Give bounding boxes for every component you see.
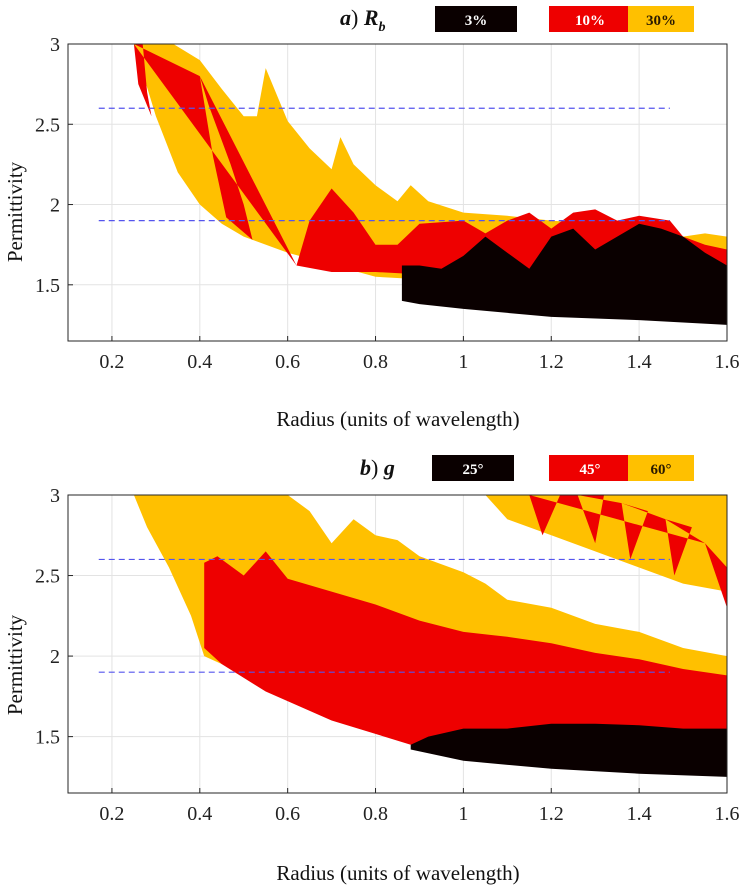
x-tick-label-b: 1.4 — [627, 803, 652, 825]
legend-label-a-2: 30% — [646, 13, 676, 29]
y-tick-label-a: 3 — [50, 34, 60, 56]
legend-swatch-b-1 — [549, 455, 631, 481]
y-tick-label-a: 2.5 — [35, 114, 60, 136]
x-tick-label-b: 0.8 — [363, 803, 388, 825]
legend-b: 25° 45° 60° — [432, 455, 694, 481]
legend-swatch-a-0 — [435, 6, 517, 32]
legend-swatch-a-1 — [549, 6, 631, 32]
plot-frame-a — [67, 43, 728, 342]
panel-b: 0.2 0.4 0.6 0.8 1 1.2 1.4 1.6 1.5 2 2.5 3 b) g 25° 4… — [3, 455, 740, 885]
x-tick-label-a: 0.4 — [187, 351, 212, 373]
panel-a: 0.2 0.4 0.6 0.8 1 1.2 1.4 1.6 1.5 2 2.5 3 a) Rb 3% 1… — [3, 5, 740, 431]
x-axis-label-a: Radius (units of wavelength) — [276, 407, 519, 431]
x-tick-label-a: 0.6 — [275, 351, 300, 373]
x-tick-label-a: 1.4 — [627, 351, 652, 373]
y-axis-label-a: Permittivity — [3, 161, 27, 262]
regions-b — [133, 495, 727, 777]
regions-a — [133, 44, 727, 325]
panel-b-title: b) g — [360, 455, 395, 480]
x-tick-label-b: 1.6 — [715, 803, 740, 825]
x-tick-label-b: 0.6 — [275, 803, 300, 825]
region-b-2 — [204, 551, 727, 745]
region-a-2 — [401, 223, 727, 325]
region-b-4 — [410, 723, 727, 777]
plot-frame-b — [67, 494, 728, 794]
y-tick-label-b: 1.5 — [35, 727, 60, 749]
x-tick-label-a: 0.2 — [99, 351, 124, 373]
x-tick-label-a: 0.8 — [363, 351, 388, 373]
legend-swatch-b-0 — [432, 455, 514, 481]
x-tick-label-b: 0.4 — [187, 803, 212, 825]
legend-label-b-2: 60° — [651, 462, 672, 478]
legend-label-a-1: 10% — [575, 13, 605, 29]
legend-label-b-1: 45° — [580, 462, 601, 478]
x-tick-label-b: 1.2 — [539, 803, 564, 825]
x-tick-label-b: 0.2 — [99, 803, 124, 825]
x-tick-label-a: 1 — [458, 351, 468, 373]
x-axis-label-b: Radius (units of wavelength) — [276, 861, 519, 885]
x-tick-label-b: 1 — [458, 803, 468, 825]
x-tick-label-a: 1.2 — [539, 351, 564, 373]
plot-area-b: 0.2 0.4 0.6 0.8 1 1.2 1.4 1.6 1.5 2 2.5 3 — [35, 485, 740, 825]
region-b-3 — [529, 495, 727, 608]
legend-label-b-0: 25° — [463, 462, 484, 478]
y-axis-label-b: Permittivity — [3, 614, 27, 715]
y-tick-label-a: 1.5 — [35, 275, 60, 297]
x-tick-label-a: 1.6 — [715, 351, 740, 373]
plot-area-a: 0.2 0.4 0.6 0.8 1 1.2 1.4 1.6 1.5 2 2.5 3 — [35, 34, 740, 373]
y-tick-label-b: 2 — [50, 646, 60, 668]
panel-a-title: a) Rb — [340, 5, 386, 35]
y-tick-label-b: 3 — [50, 485, 60, 507]
legend-swatch-a-2 — [628, 6, 694, 32]
y-tick-label-b: 2.5 — [35, 566, 60, 588]
region-a-1 — [133, 44, 727, 285]
legend-label-a-0: 3% — [465, 13, 488, 29]
legend-a: 3% 10% 30% — [435, 6, 694, 32]
legend-swatch-b-2 — [628, 455, 694, 481]
y-tick-label-a: 2 — [50, 195, 60, 217]
